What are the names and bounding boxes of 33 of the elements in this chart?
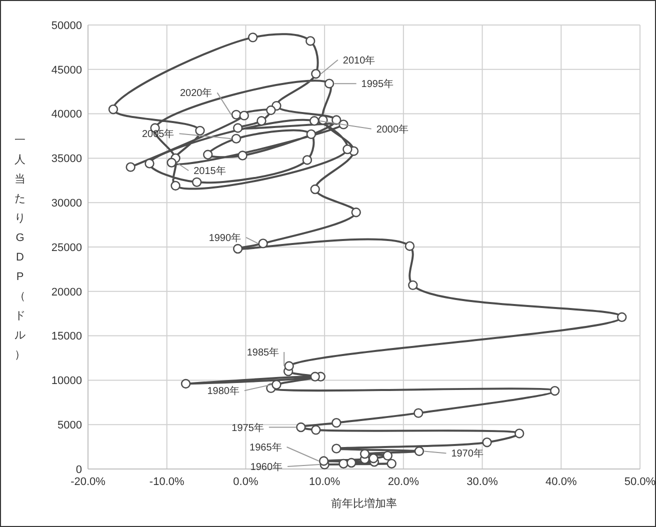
text: 一人当たりGDP（ドル） — [14, 134, 26, 362]
annotation: 1995年 — [361, 78, 394, 90]
y-tick-label: 30000 — [51, 197, 82, 210]
annotation: 2020年 — [180, 87, 212, 100]
annotation: 2015年 — [194, 165, 226, 178]
y-tick-label: 25000 — [51, 242, 82, 254]
y-tick-label: 20000 — [51, 286, 82, 298]
annotation: 1975年 — [232, 422, 264, 434]
annotation: 2000年 — [376, 123, 409, 136]
y-tick-label: 15000 — [51, 330, 82, 343]
x-tick-label: 20.0% — [388, 476, 420, 488]
y-tick-label: 0 — [76, 464, 82, 476]
y-tick-label: 40000 — [51, 108, 82, 121]
x-tick-label: 30.0% — [466, 476, 498, 488]
annotation: 2010年 — [342, 54, 376, 66]
annotation: 1985年 — [246, 346, 280, 358]
x-tick-label: 10.0% — [308, 476, 340, 488]
annotation: 1970年 — [451, 448, 484, 460]
x-tick-label: -20.0% — [70, 476, 106, 488]
x-tick-label: -10.0% — [149, 476, 184, 488]
y-tick-label: 10000 — [51, 375, 82, 388]
annotation: 1990年 — [208, 232, 242, 244]
annotation: 1960年 — [250, 461, 283, 474]
x-tick-label: 50.0% — [624, 476, 656, 488]
annotation: 1965年 — [250, 442, 282, 454]
annotation: 1980年 — [207, 385, 240, 398]
x-axis-title: 前年比増加率 — [331, 497, 397, 510]
y-tick-label: 45000 — [51, 64, 82, 76]
x-tick-label: 0.0% — [233, 476, 258, 488]
y-tick-label: 50000 — [51, 20, 82, 32]
y-tick-label: 35000 — [51, 153, 82, 166]
x-tick-label: 40.0% — [546, 476, 577, 488]
y-tick-label: 5000 — [58, 419, 82, 432]
